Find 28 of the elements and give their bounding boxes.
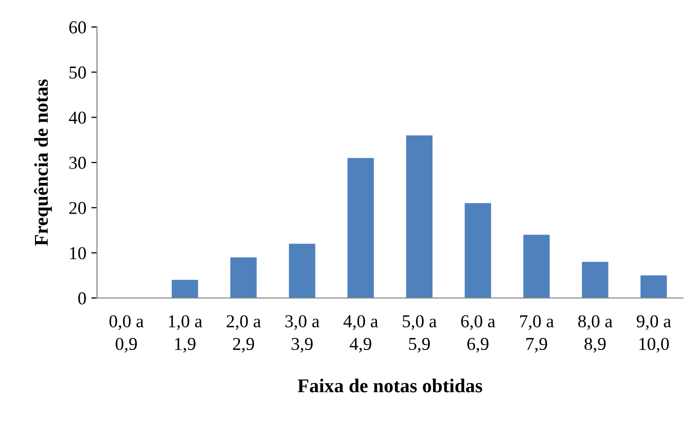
bar: [464, 203, 492, 298]
bar: [348, 158, 374, 298]
x-axis-title: Faixa de notas obtidas: [298, 378, 482, 392]
y-axis-title: Frequência de notas: [34, 79, 52, 246]
bar: [172, 280, 198, 298]
x-tick-label: 9,0 a 10,0: [636, 315, 671, 353]
x-tick-label: 5,0 a 5,9: [402, 315, 437, 353]
x-tick-label: 3,0 a 3,9: [285, 315, 320, 353]
x-tick-label: 0,0 a 0,9: [109, 315, 144, 353]
x-tick-label: 7,0 a 7,9: [520, 315, 554, 353]
bar: [230, 257, 257, 298]
y-tick-label: 50: [70, 66, 86, 79]
y-tick-label: 0: [78, 292, 86, 304]
y-tick-label: 60: [69, 21, 86, 34]
y-tick-label: 20: [69, 202, 86, 214]
bar: [288, 244, 316, 298]
bar: [406, 135, 432, 298]
bar: [640, 275, 667, 298]
x-tick-label: 2,0 a 2,9: [226, 315, 261, 353]
y-tick-label: 30: [69, 156, 86, 169]
x-tick-label: 1,0 a 1,9: [168, 315, 202, 353]
x-tick-label: 8,0 a 8,9: [578, 315, 612, 353]
bar: [582, 262, 608, 298]
x-tick-label: 4,0 a 4,9: [344, 315, 378, 353]
bar: [523, 234, 550, 298]
y-tick-label: 40: [68, 112, 86, 124]
x-tick-label: 6,0 a 6,9: [461, 315, 496, 353]
y-tick-label: 10: [70, 247, 86, 260]
